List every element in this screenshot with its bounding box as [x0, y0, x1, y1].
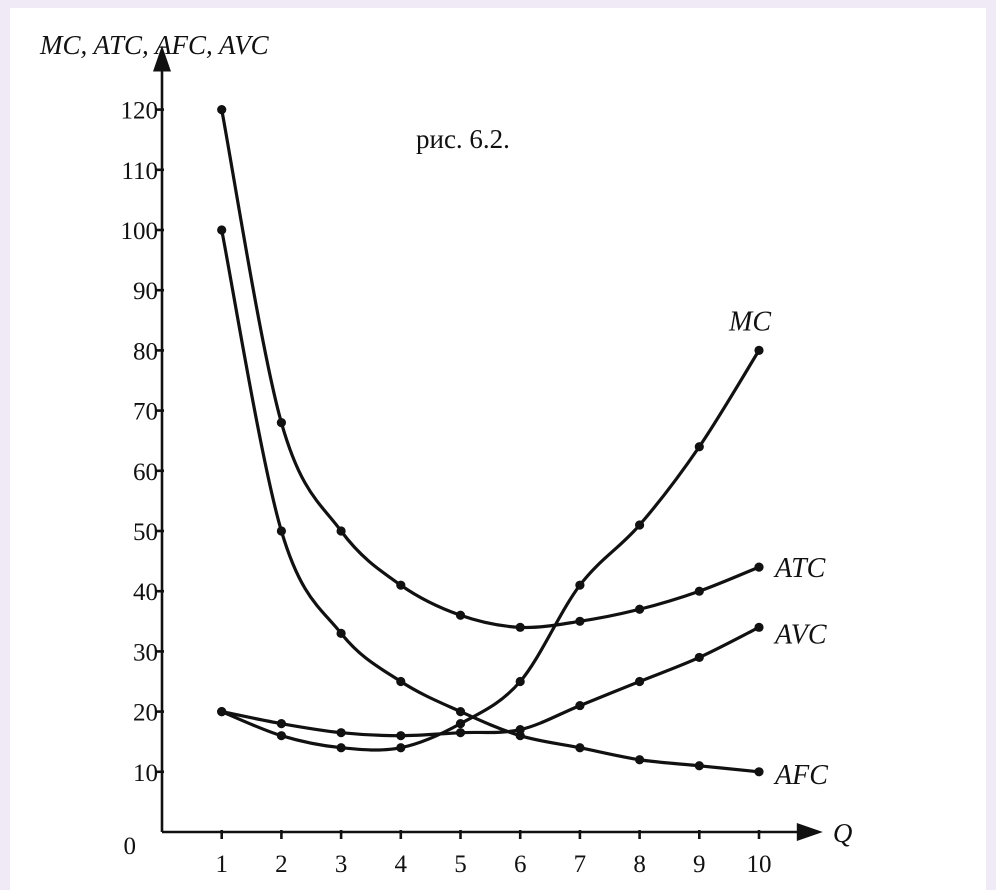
- mc-point: [276, 731, 286, 741]
- x-tick-label: 2: [275, 851, 288, 878]
- atc-point: [455, 610, 466, 620]
- avc-point: [336, 728, 346, 738]
- atc-point: [217, 105, 227, 115]
- afc-point: [336, 628, 346, 638]
- mc-point: [515, 676, 525, 687]
- mc-series-label: MC: [728, 306, 771, 337]
- avc-point: [515, 725, 525, 735]
- afc-point: [575, 743, 585, 753]
- avc-curve: [220, 625, 761, 738]
- x-tick-label: 5: [454, 851, 467, 878]
- y-tick-label: 70: [133, 399, 158, 426]
- x-axis-arrow-icon: [796, 823, 823, 841]
- afc-point: [754, 767, 764, 777]
- x-tick-label: 3: [335, 851, 348, 878]
- chart-frame: 10 20 30 40 50 60 70 80 90 100 110 120 0 1 2 3 4 5 6 7 8 9 10 …: [10, 8, 986, 890]
- y-tick-label: 20: [133, 700, 158, 727]
- x-tick-label: 7: [574, 851, 587, 878]
- y-tick-label: 40: [133, 579, 158, 606]
- mc-point: [754, 345, 764, 355]
- atc-point: [754, 562, 764, 572]
- mc-point: [455, 719, 466, 729]
- atc-point: [396, 580, 406, 590]
- y-axis-title: MC, ATC, AFC, AVC: [39, 30, 270, 60]
- avc-point: [455, 728, 466, 738]
- y-tick-label: 120: [121, 98, 159, 125]
- afc-point: [455, 707, 466, 717]
- atc-point: [694, 586, 704, 596]
- afc-point: [276, 526, 286, 536]
- origin-label: 0: [124, 833, 137, 860]
- data-points: [217, 105, 764, 777]
- atc-point: [276, 418, 286, 428]
- x-tick-label: 4: [395, 851, 408, 878]
- figure-label: рис. 6.2.: [416, 124, 510, 154]
- atc-point: [575, 616, 585, 626]
- atc-point: [635, 604, 645, 614]
- x-axis-title: Q: [833, 818, 853, 848]
- x-tick-label: 6: [514, 851, 527, 878]
- atc-point: [515, 622, 525, 632]
- atc-series-label: ATC: [773, 553, 826, 584]
- axes: 10 20 30 40 50 60 70 80 90 100 110 120 0 1 2 3 4 5 6 7 8 9 10: [121, 45, 823, 878]
- y-tick-label: 30: [133, 639, 158, 666]
- avc-series-label: AVC: [773, 619, 827, 650]
- afc-curve: [220, 228, 761, 774]
- mc-point: [694, 442, 704, 452]
- mc-point: [575, 580, 585, 590]
- y-tick-label: 60: [133, 459, 158, 486]
- atc-curve: [220, 108, 761, 630]
- afc-point: [217, 225, 227, 235]
- mc-point: [336, 743, 346, 753]
- y-tick-label: 90: [133, 278, 158, 305]
- avc-point: [276, 719, 286, 729]
- y-tick-label: 10: [133, 760, 158, 787]
- curves: [220, 108, 761, 774]
- avc-point: [217, 707, 227, 717]
- cost-curves-chart: 10 20 30 40 50 60 70 80 90 100 110 120 0 1 2 3 4 5 6 7 8 9 10 …: [39, 30, 852, 878]
- avc-point: [694, 652, 704, 663]
- afc-point: [694, 761, 704, 771]
- atc-point: [336, 526, 346, 536]
- avc-point: [754, 622, 764, 632]
- afc-point: [396, 676, 406, 687]
- x-tick-label: 8: [633, 851, 646, 878]
- avc-point: [396, 731, 406, 741]
- afc-point: [635, 755, 645, 765]
- x-tick-label: 9: [693, 851, 706, 878]
- x-tick-label: 10: [747, 851, 772, 878]
- avc-point: [575, 700, 585, 711]
- x-tick-label: 1: [215, 851, 228, 878]
- y-tick-label: 110: [121, 158, 158, 185]
- avc-point: [635, 676, 645, 687]
- afc-series-label: AFC: [773, 760, 828, 791]
- y-tick-label: 80: [133, 338, 158, 365]
- mc-point: [396, 743, 406, 753]
- y-axis-arrow-icon: [153, 45, 171, 72]
- mc-curve: [220, 348, 761, 752]
- y-tick-label: 50: [133, 519, 158, 546]
- y-tick-label: 100: [121, 218, 159, 245]
- mc-point: [635, 520, 645, 530]
